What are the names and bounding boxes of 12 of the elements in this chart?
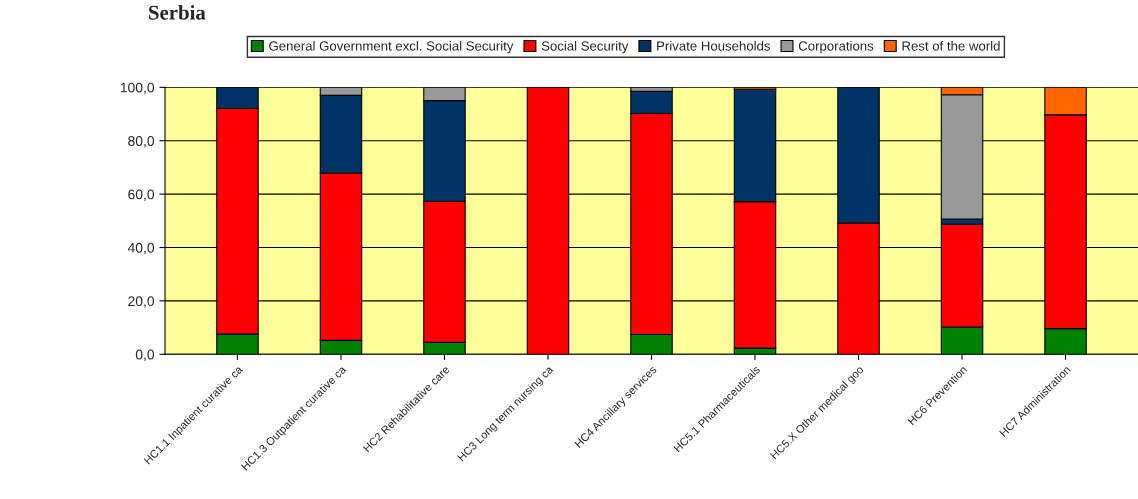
- y-tick-label: 100,0: [120, 82, 155, 95]
- y-tick-label: 40,0: [127, 242, 155, 255]
- y-tick-label: 60,0: [128, 189, 155, 201]
- y-tick-label: 20,0: [128, 296, 155, 308]
- legend-label: General Government excl. Social Security: [269, 40, 514, 54]
- legend-label: Private Households: [657, 40, 771, 51]
- legend-label: Social Security: [541, 40, 629, 54]
- y-tick-label: 80,0: [128, 136, 155, 148]
- legend-label: Rest of the world: [902, 40, 1000, 51]
- y-tick-label: 0,0: [135, 349, 155, 362]
- legend-label: Corporations: [798, 40, 874, 54]
- chart-title: Serbia: [149, 4, 206, 20]
